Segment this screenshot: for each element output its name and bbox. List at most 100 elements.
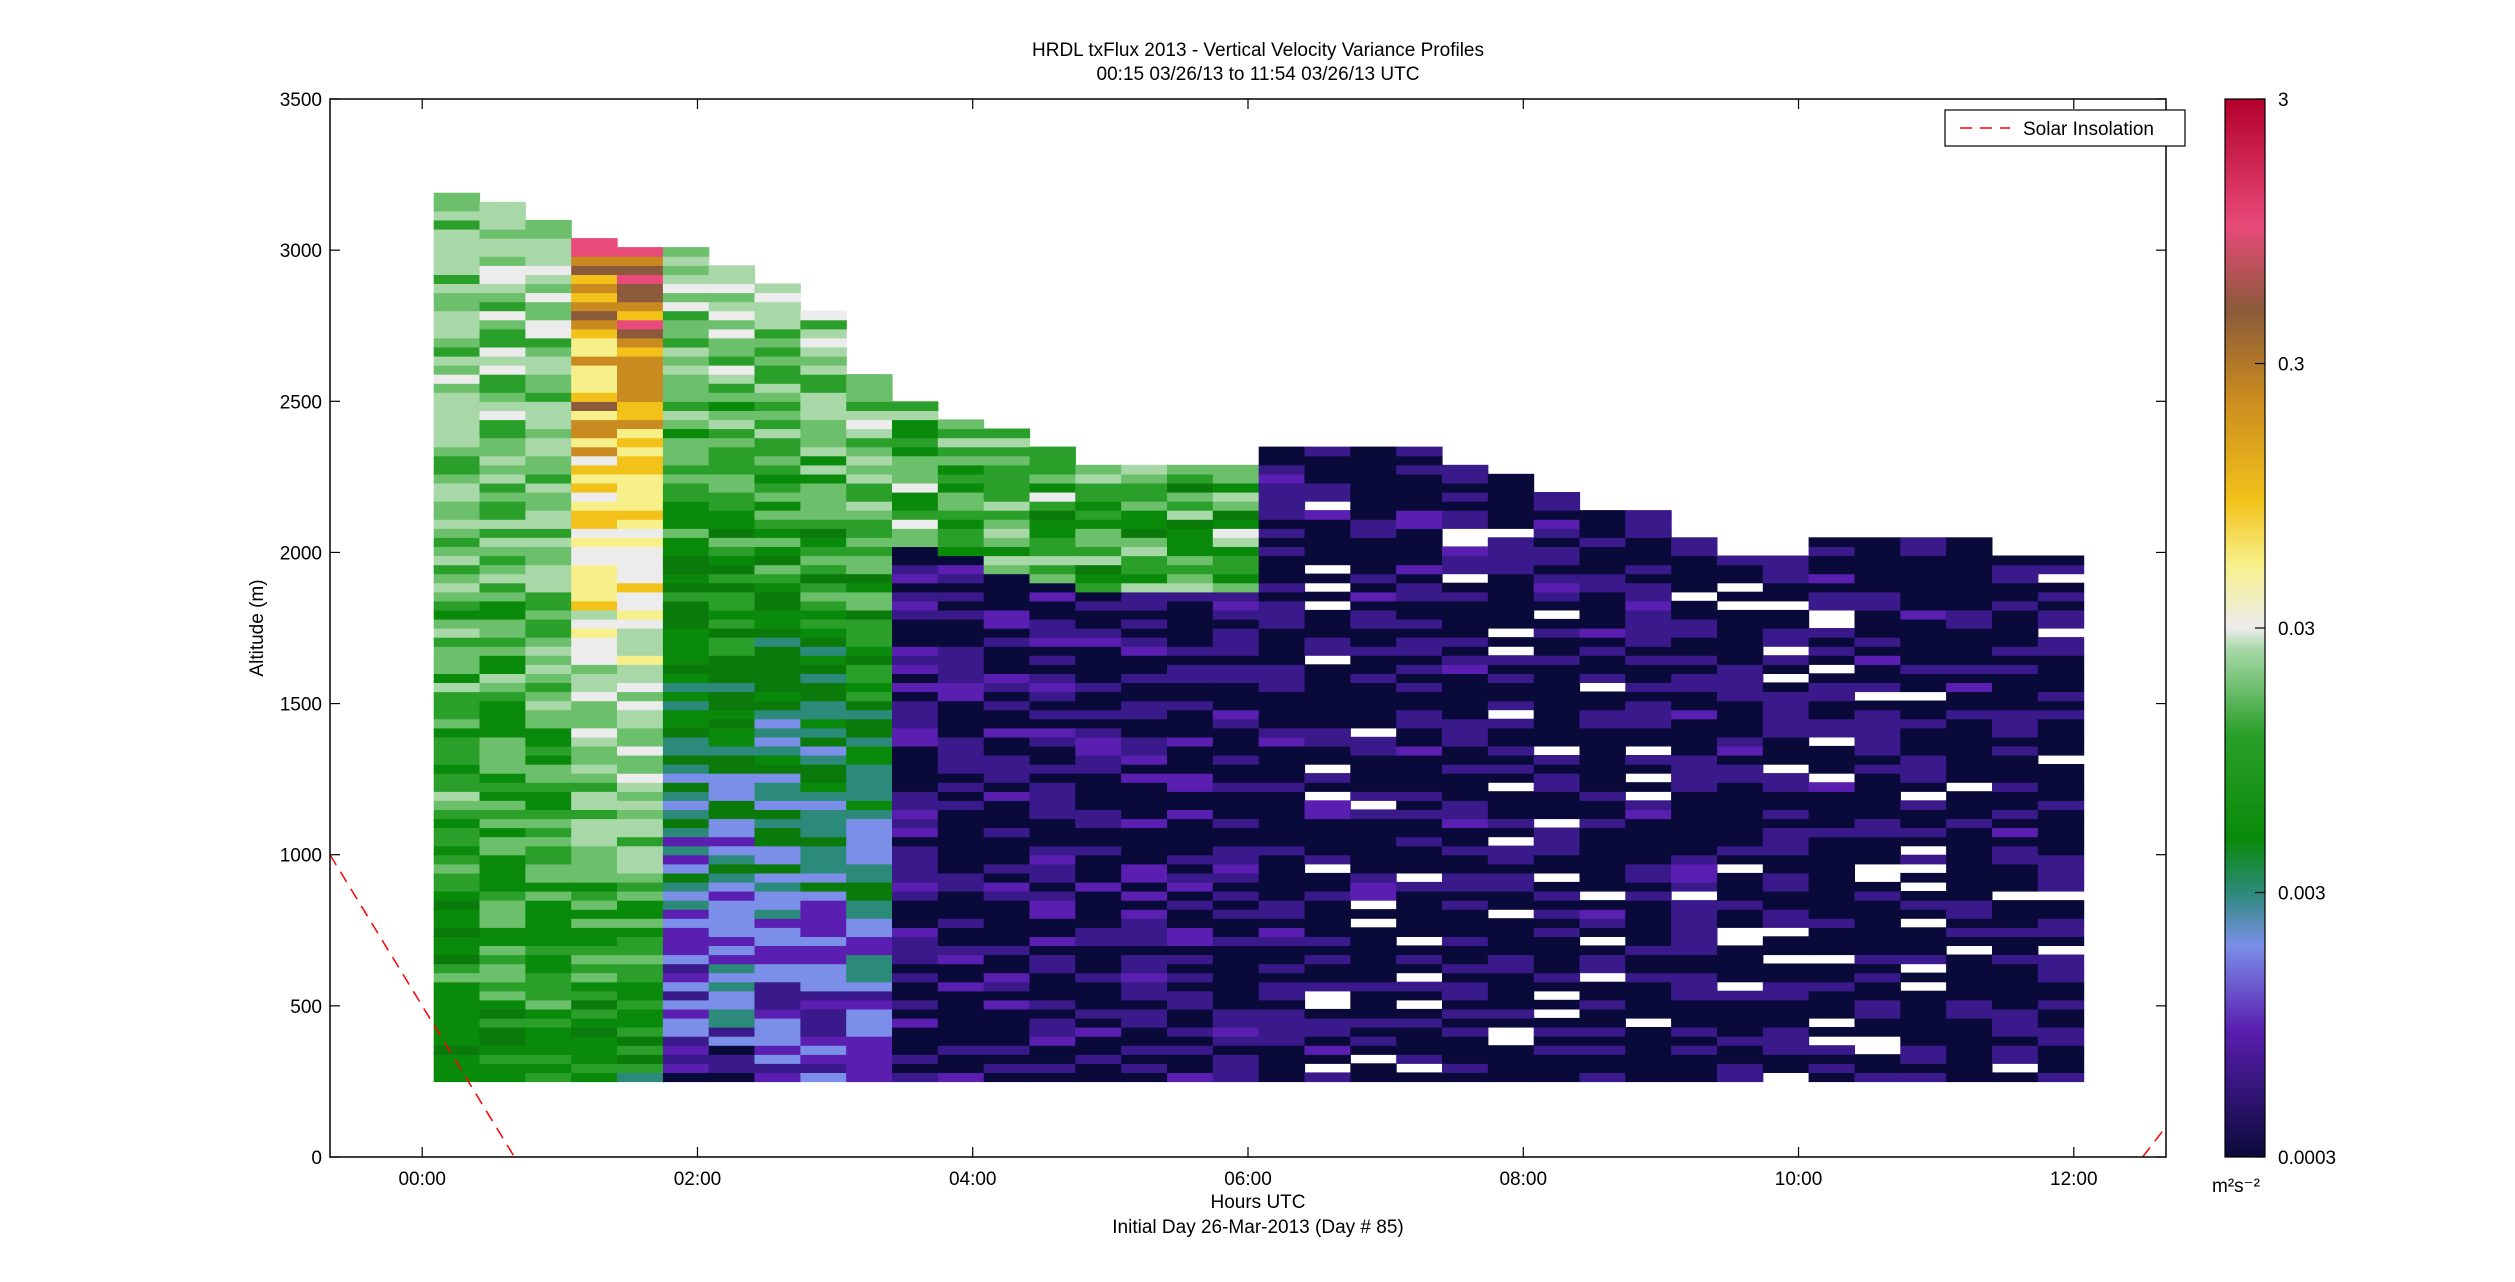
heatmap-cell [433, 546, 481, 557]
heatmap-cell [571, 555, 618, 566]
heatmap-cell [1992, 999, 2039, 1010]
heatmap-cell [1350, 528, 1397, 538]
heatmap-cell [1487, 718, 1535, 729]
heatmap-cell [708, 319, 756, 330]
heatmap-cell [662, 1072, 710, 1083]
heatmap-cell [1121, 1072, 1168, 1083]
heatmap-cell [1946, 736, 1993, 747]
heatmap-cell [1029, 1008, 1076, 1019]
heatmap-cell [662, 972, 710, 983]
heatmap-cell [983, 972, 1031, 983]
heatmap-cell [1579, 1017, 1626, 1028]
heatmap-cell [983, 473, 1031, 484]
heatmap-cell [1029, 528, 1076, 538]
heatmap-cell [1442, 827, 1489, 838]
heatmap-cell [1350, 537, 1397, 547]
heatmap-cell [708, 482, 756, 493]
heatmap-cell [754, 927, 801, 937]
heatmap-cell [479, 328, 526, 339]
heatmap-cell [1075, 528, 1122, 538]
heatmap-cell [1854, 546, 1901, 557]
heatmap-cell [1992, 591, 2039, 602]
heatmap-cell [846, 573, 893, 584]
heatmap-cell [479, 827, 526, 838]
heatmap-cell [846, 455, 893, 466]
heatmap-cell [1487, 981, 1535, 992]
heatmap-cell [617, 845, 664, 856]
heatmap-cell [1304, 546, 1351, 557]
heatmap-cell [479, 546, 526, 557]
heatmap-cell [2037, 564, 2085, 575]
heatmap-cell [708, 918, 756, 928]
heatmap-cell [1533, 1063, 1581, 1073]
heatmap-cell [571, 392, 618, 402]
heatmap-cell [1487, 854, 1535, 865]
heatmap-cell [1533, 591, 1581, 602]
heatmap-cell [479, 809, 526, 820]
heatmap-cell [1350, 1017, 1397, 1028]
heatmap-cell [525, 374, 572, 384]
heatmap-cell [1121, 600, 1168, 611]
heatmap-cell [1717, 691, 1764, 702]
heatmap-cell [1946, 691, 1993, 702]
heatmap-cell [662, 609, 710, 620]
heatmap-cell [846, 945, 893, 956]
heatmap-cell [1396, 854, 1443, 865]
heatmap-cell [1258, 727, 1306, 738]
heatmap-cell [617, 446, 664, 457]
heatmap-cell [708, 745, 756, 756]
heatmap-cell [1350, 936, 1397, 946]
heatmap-cell [433, 355, 481, 366]
heatmap-cell [1533, 1045, 1581, 1055]
heatmap-cell [1442, 945, 1489, 956]
heatmap-cell [892, 854, 939, 865]
heatmap-cell [662, 374, 710, 384]
heatmap-cell [1212, 945, 1260, 956]
heatmap-cell [800, 1054, 847, 1064]
heatmap-cell [1854, 1054, 1901, 1064]
heatmap-cell [1258, 582, 1306, 593]
heatmap-cell [1121, 954, 1168, 965]
heatmap-cell [662, 555, 710, 566]
heatmap-cell [708, 392, 756, 402]
heatmap-cell [525, 1072, 572, 1083]
heatmap-cell [1258, 682, 1306, 693]
heatmap-cell [1304, 1072, 1351, 1083]
heatmap-cell [1946, 936, 1993, 946]
heatmap-cell [1121, 655, 1168, 665]
heatmap-cell [617, 355, 664, 366]
heatmap-cell [1946, 727, 1993, 738]
heatmap-cell [1946, 909, 1993, 919]
heatmap-cell [617, 546, 664, 557]
heatmap-cell [1350, 1063, 1397, 1073]
heatmap-cell [571, 655, 618, 665]
heatmap-cell [892, 809, 939, 820]
heatmap-cell [892, 791, 939, 801]
heatmap-cell [662, 247, 710, 257]
heatmap-cell [708, 365, 756, 375]
heatmap-cell [1212, 609, 1260, 620]
heatmap-cell [937, 473, 985, 484]
heatmap-cell [1533, 891, 1581, 901]
heatmap-cell [754, 573, 801, 584]
heatmap-cell [754, 718, 801, 729]
heatmap-cell [1533, 682, 1581, 693]
heatmap-cell [1121, 809, 1168, 820]
heatmap-cell [1396, 600, 1443, 611]
heatmap-cell [754, 1008, 801, 1019]
heatmap-cell [800, 718, 847, 729]
heatmap-cell [708, 591, 756, 602]
heatmap-cell [662, 764, 710, 774]
heatmap-cell [1258, 773, 1306, 783]
heatmap-cell [1487, 900, 1535, 910]
heatmap-cell [1442, 655, 1489, 665]
heatmap-cell [1350, 755, 1397, 765]
heatmap-cell [1075, 691, 1122, 702]
heatmap-cell [754, 990, 801, 1001]
heatmap-cell [479, 909, 526, 919]
heatmap-cell [1304, 446, 1351, 457]
heatmap-cell [1854, 999, 1901, 1010]
y-tick-label: 2000 [280, 543, 322, 564]
heatmap-cell [1625, 909, 1672, 919]
heatmap-cell [1212, 1008, 1260, 1019]
